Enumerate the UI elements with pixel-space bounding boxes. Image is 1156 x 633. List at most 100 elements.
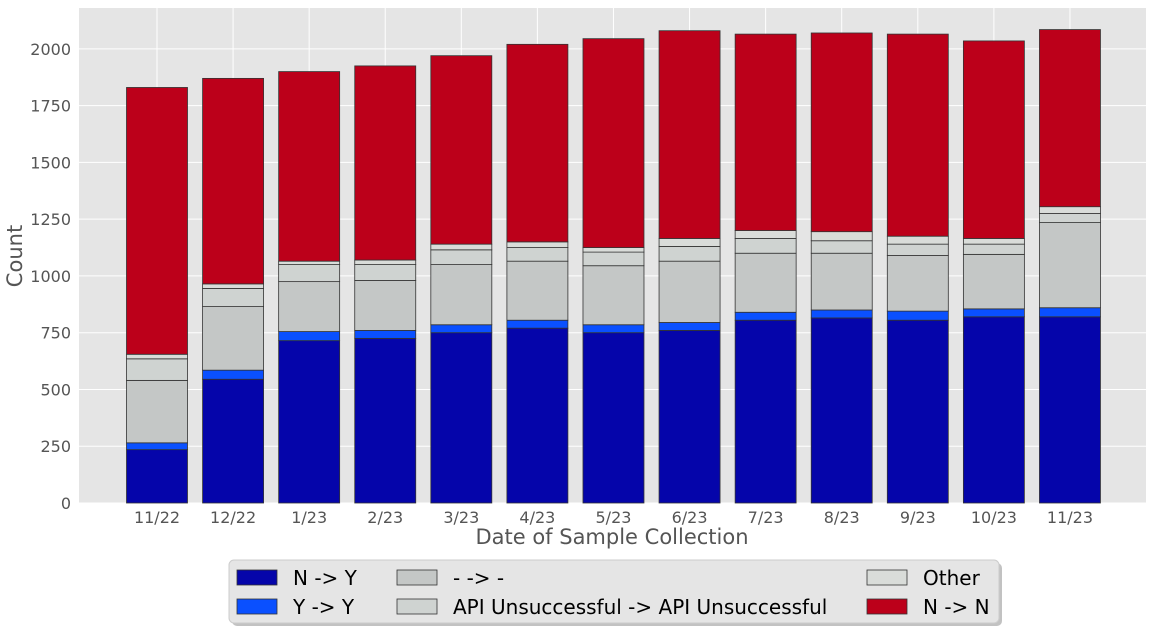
bar-segment (734, 230, 797, 239)
bar-segment (1039, 222, 1101, 309)
y-tick-label: 1500 (30, 153, 71, 172)
bar-segment (202, 77, 264, 285)
bar-segment (506, 241, 569, 248)
bar-segment (962, 316, 1025, 504)
bar-segment (430, 249, 493, 265)
bar-segment (734, 311, 797, 321)
x-tick-label: 7/23 (748, 508, 784, 527)
bar-segment (658, 322, 721, 331)
bar-segment (658, 246, 721, 262)
bar-segment (734, 33, 797, 231)
bar-segment (1039, 213, 1101, 223)
bar-segment (810, 252, 873, 311)
bar-segment (430, 243, 493, 251)
legend-label: Other (923, 566, 981, 590)
bar-segment (810, 231, 873, 242)
x-tick-label: 5/23 (596, 508, 632, 527)
bar-segment (582, 38, 645, 248)
y-tick-label: 0 (61, 494, 71, 513)
x-tick-label: 11/22 (134, 508, 180, 527)
legend-label: N -> Y (293, 566, 358, 590)
bar-segment (126, 353, 188, 360)
x-tick-label: 2/23 (367, 508, 403, 527)
bar-segment (1039, 316, 1101, 504)
bar-segment (658, 30, 721, 239)
legend: N -> Y Y -> Y - -> - API Unsuccessful -> AP… (228, 559, 1002, 626)
x-tick-label: 4/23 (519, 508, 555, 527)
bar-segment (582, 332, 645, 504)
y-tick-label: 250 (40, 437, 71, 456)
legend-label: Y -> Y (292, 595, 355, 619)
bar-segment (810, 240, 873, 254)
bar-segment (582, 324, 645, 334)
bar-segment (582, 265, 645, 326)
bar-segment (810, 309, 873, 319)
bar-segment (202, 283, 264, 289)
bar-segment (126, 379, 188, 444)
legend-swatch (396, 598, 438, 615)
bar-segment (506, 319, 569, 329)
y-tick-label: 2000 (30, 40, 71, 59)
y-tick-label: 500 (40, 380, 71, 399)
bar-segment (430, 324, 493, 334)
bar-segment (278, 264, 341, 283)
bar-segment (1039, 206, 1101, 214)
bar-segment (506, 43, 569, 243)
x-tick-label: 3/23 (443, 508, 479, 527)
bar-segment (354, 65, 417, 261)
bar-segment (962, 238, 1025, 245)
bar-segment (354, 280, 417, 331)
bar-segment (354, 330, 417, 339)
legend-swatch (866, 569, 908, 586)
legend-label: N -> N (923, 595, 990, 619)
bar-segment (962, 40, 1025, 239)
legend-swatch (236, 569, 278, 586)
bar-segment (278, 340, 341, 504)
bar-segment (430, 264, 493, 326)
bar-segment (126, 442, 188, 451)
x-tick-label: 1/23 (291, 508, 327, 527)
x-tick-label: 9/23 (900, 508, 936, 527)
bar-segment (278, 331, 341, 342)
legend-swatch (866, 598, 908, 615)
bar-segment (506, 247, 569, 262)
bar-segment (278, 281, 341, 332)
bar-segment (278, 260, 341, 265)
bar-segment (506, 327, 569, 504)
x-tick-label: 8/23 (824, 508, 860, 527)
bar-segment (126, 87, 188, 355)
y-axis-label: Count (3, 225, 27, 287)
bar-segment (1039, 307, 1101, 318)
bar-segment (202, 306, 264, 371)
bar-segment (886, 319, 949, 504)
y-tick-label: 1250 (30, 210, 71, 229)
bar-segment (582, 247, 645, 253)
bar-segment (430, 332, 493, 504)
bar-segment (962, 243, 1025, 255)
bar-segment (582, 251, 645, 267)
y-tick-label: 750 (40, 324, 71, 343)
bar-segment (658, 238, 721, 247)
bar-segment (962, 253, 1025, 310)
bar-segment (1039, 29, 1101, 208)
bar-segment (658, 260, 721, 323)
bar-segment (126, 358, 188, 381)
bar-segment (354, 259, 417, 265)
bars (126, 29, 1101, 504)
bar-segment (354, 264, 417, 281)
y-tick-label: 1000 (30, 267, 71, 286)
bar-segment (202, 369, 264, 380)
bar-segment (734, 238, 797, 254)
x-tick-labels: 11/22 12/22 1/23 2/23 3/23 4/23 5/23 6/23 7/23 8/… (134, 508, 1093, 527)
bar-segment (734, 319, 797, 504)
bar-segment (962, 308, 1025, 318)
bar-segment (810, 32, 873, 233)
x-axis-label: Date of Sample Collection (475, 525, 748, 549)
bar-segment (886, 310, 949, 321)
bar-segment (430, 55, 493, 245)
bar-segment (126, 449, 188, 504)
bar-segment (886, 235, 949, 245)
x-tick-label: 10/23 (971, 508, 1017, 527)
legend-swatch (236, 598, 278, 615)
bar-segment (202, 378, 264, 504)
